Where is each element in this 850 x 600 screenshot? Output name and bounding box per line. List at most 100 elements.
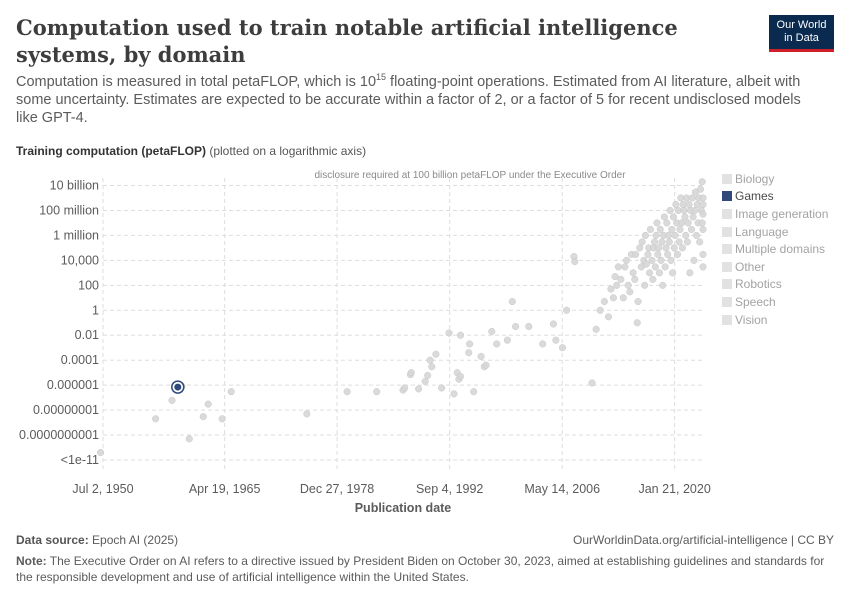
data-point[interactable] [664,250,672,258]
data-point[interactable] [631,275,639,283]
data-point[interactable] [641,281,649,289]
data-points[interactable] [96,178,707,457]
data-point[interactable] [456,331,465,339]
data-point[interactable] [658,238,666,246]
data-point[interactable] [596,306,604,314]
data-point[interactable] [657,256,665,264]
data-point[interactable] [617,275,625,283]
legend-item[interactable]: Language [722,223,842,241]
data-point[interactable] [470,388,478,396]
data-point[interactable] [673,250,682,258]
data-point[interactable] [512,322,520,331]
data-point[interactable] [653,219,661,227]
data-point[interactable] [185,435,193,443]
data-point[interactable] [629,269,637,277]
data-point[interactable] [676,225,684,233]
data-point[interactable] [588,379,596,387]
data-point[interactable] [680,206,688,214]
data-point[interactable] [549,320,557,328]
data-point[interactable] [682,231,690,239]
data-point[interactable] [669,269,677,277]
legend-item[interactable]: Multiple domains [722,240,842,258]
data-point[interactable] [623,256,631,264]
data-point[interactable] [415,385,423,393]
data-point[interactable] [563,306,571,314]
data-point[interactable] [373,388,381,396]
data-point[interactable] [665,238,673,246]
data-point[interactable] [669,213,677,221]
data-point[interactable] [683,238,691,246]
data-point[interactable] [488,327,496,336]
data-point[interactable] [661,263,669,271]
data-point[interactable] [552,336,560,344]
data-point[interactable] [699,210,707,218]
data-point[interactable] [644,250,652,258]
legend-item[interactable]: Biology [722,170,842,188]
data-point[interactable] [696,185,705,193]
data-point[interactable] [668,225,676,233]
data-point[interactable] [659,281,667,289]
data-point[interactable] [152,415,160,423]
data-point[interactable] [401,384,409,392]
data-point[interactable] [698,178,706,186]
data-point[interactable] [168,396,176,404]
data-point[interactable] [670,244,678,252]
data-point[interactable] [558,344,567,352]
data-point[interactable] [525,322,533,331]
data-point[interactable] [592,325,600,333]
data-point[interactable] [621,263,629,271]
data-point[interactable] [626,288,634,296]
legend-item[interactable]: Robotics [722,276,842,294]
data-point[interactable] [642,260,650,268]
data-point[interactable] [407,369,415,377]
data-point[interactable] [678,244,687,252]
data-point[interactable] [426,356,434,364]
data-point[interactable] [421,377,429,385]
data-point[interactable] [648,256,656,264]
data-point[interactable] [652,231,660,239]
data-point[interactable] [666,206,674,214]
data-point[interactable] [199,413,207,421]
legend-item[interactable]: Image generation [722,205,842,223]
data-point[interactable] [609,294,617,302]
data-point[interactable] [699,250,707,258]
data-point[interactable] [227,388,235,396]
data-point[interactable] [699,194,707,202]
data-point[interactable] [600,298,608,306]
data-point[interactable] [218,415,226,423]
data-point[interactable] [654,250,662,258]
data-point[interactable] [428,363,436,371]
data-point[interactable] [343,388,351,396]
data-point[interactable] [445,329,453,337]
data-point[interactable] [671,231,679,239]
highlighted-point[interactable] [174,383,182,391]
legend-item[interactable]: Other [722,258,842,276]
data-point[interactable] [432,350,440,358]
data-point[interactable] [692,231,700,239]
data-point[interactable] [699,200,707,209]
data-point[interactable] [624,281,632,289]
data-point[interactable] [699,225,707,233]
data-point[interactable] [684,219,692,227]
data-point[interactable] [539,340,547,348]
data-point[interactable] [614,263,622,271]
data-point[interactable] [634,298,642,306]
data-point[interactable] [689,213,697,221]
data-point[interactable] [681,213,689,221]
data-point[interactable] [688,194,696,202]
data-point[interactable] [613,281,621,289]
data-point[interactable] [493,340,501,348]
data-point[interactable] [604,313,613,321]
data-point[interactable] [424,371,432,379]
data-point[interactable] [303,410,311,418]
data-point[interactable] [571,258,579,266]
data-point[interactable] [438,384,446,392]
data-point[interactable] [655,269,663,277]
data-point[interactable] [678,219,686,227]
data-point[interactable] [465,349,473,357]
data-point[interactable] [607,285,615,293]
data-point[interactable] [675,238,683,246]
data-point[interactable] [508,298,516,306]
data-point[interactable] [687,225,696,233]
